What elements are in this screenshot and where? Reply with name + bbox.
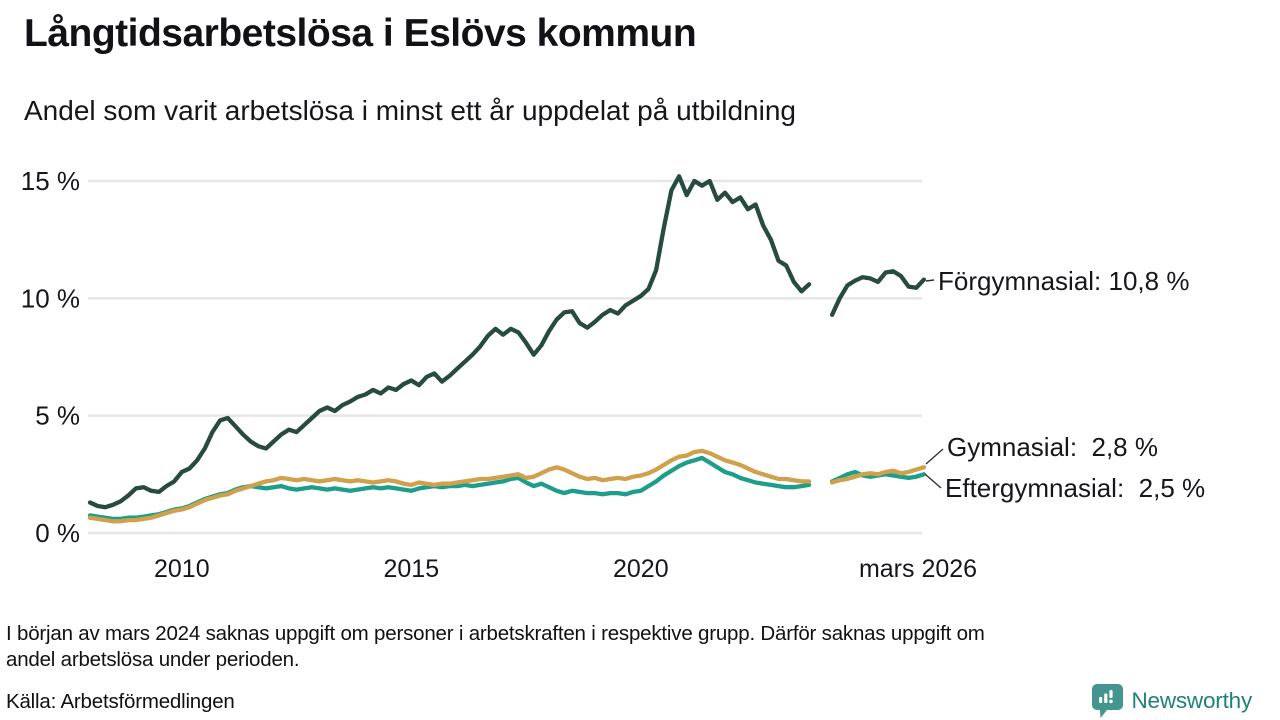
x-axis-tick-label: 2010 xyxy=(154,555,210,583)
page-title: Långtidsarbetslösa i Eslövs kommun xyxy=(24,12,697,55)
label-connector-gymnasial xyxy=(925,448,944,465)
page-subtitle: Andel som varit arbetslösa i minst ett å… xyxy=(24,95,796,126)
logo-bar-2 xyxy=(1104,693,1108,703)
logo-bar-1 xyxy=(1099,697,1103,703)
newsworthy-brand: Newsworthy xyxy=(1092,684,1252,718)
logo-exclamation-dot xyxy=(1109,699,1114,704)
series-line-gymnasial xyxy=(87,448,927,524)
x-axis-tick-label: 2015 xyxy=(383,555,439,583)
series-end-label-forgymnasial: Förgymnasial: 10,8 % xyxy=(938,266,1189,296)
source-credit: Källa: Arbetsförmedlingen xyxy=(6,690,235,713)
series-end-label-gymnasial: Gymnasial: 2,8 % xyxy=(947,432,1158,462)
logo-bubble xyxy=(1092,684,1124,718)
x-axis-tick-label: 2020 xyxy=(613,555,669,583)
series-line-eftergymnasial xyxy=(87,455,927,522)
y-axis-tick-label: 15 % xyxy=(21,166,80,196)
footnote-line-2: andel arbetslösa under perioden. xyxy=(6,648,300,671)
chart-footnote: I början av mars 2024 saknas uppgift om … xyxy=(6,621,985,673)
y-axis-tick-label: 10 % xyxy=(21,283,80,313)
logo-exclamation-stem xyxy=(1109,690,1114,698)
y-axis-tick-label: 0 % xyxy=(35,518,80,548)
series-line-forgymnasial xyxy=(87,174,927,510)
y-axis-tick-label: 5 % xyxy=(35,401,80,431)
newsworthy-logo-icon xyxy=(1092,684,1124,718)
label-connector-eftergymnasial xyxy=(924,473,942,489)
line-chart: 0 % 5 % 10 % 15 % 2010 2015 2020 mars 2026 Efter… xyxy=(21,166,1205,583)
newsworthy-wordmark: Newsworthy xyxy=(1131,688,1252,713)
label-connector-forgymnasial xyxy=(925,279,935,282)
footnote-line-1: I början av mars 2024 saknas uppgift om … xyxy=(6,622,985,645)
x-axis-tick-label: mars 2026 xyxy=(859,555,977,583)
series-end-label-eftergymnasial: Eftergymnasial: 2,5 % xyxy=(945,473,1205,503)
